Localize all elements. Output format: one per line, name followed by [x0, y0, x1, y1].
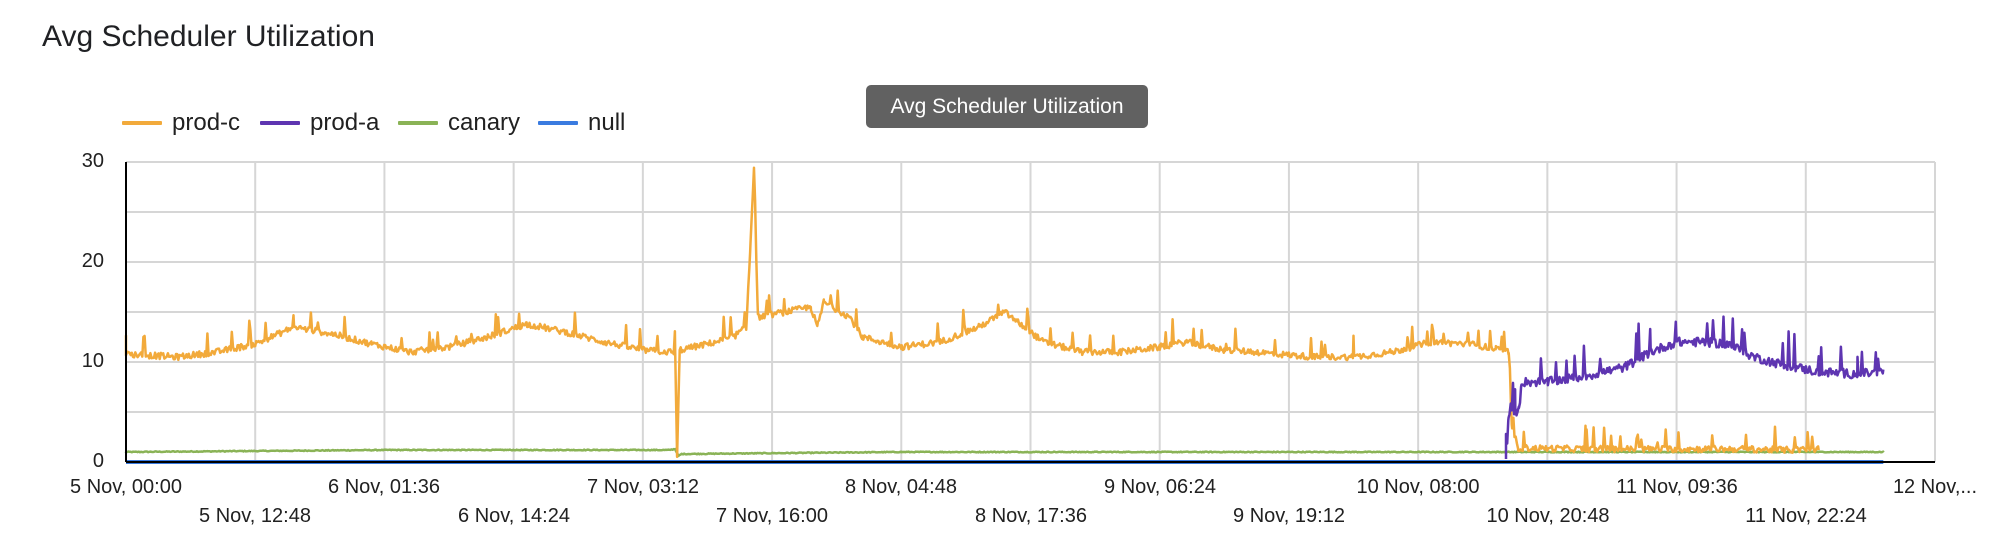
legend-swatch-prod-a: [260, 121, 300, 125]
x-tick: 9 Nov, 19:12: [1233, 505, 1345, 527]
x-tick: 6 Nov, 14:24: [458, 505, 570, 527]
x-tick: 11 Nov, 22:24: [1745, 505, 1867, 527]
chart-title: Avg Scheduler Utilization: [42, 20, 375, 53]
series-line-prod-a[interactable]: [1504, 315, 1885, 459]
x-tick: 5 Nov, 12:48: [199, 505, 311, 527]
series-line-canary[interactable]: [124, 447, 1885, 458]
x-tick: 8 Nov, 17:36: [975, 505, 1087, 527]
y-tick-30: 30: [81, 150, 104, 172]
x-tick: 11 Nov, 09:36: [1616, 476, 1738, 498]
chart-title-tooltip: Avg Scheduler Utilization: [866, 85, 1148, 128]
series-line-prod-c[interactable]: [124, 166, 1820, 459]
x-tick: 6 Nov, 01:36: [328, 476, 440, 498]
legend-swatch-prod-c: [122, 121, 162, 125]
legend-label: prod-a: [310, 109, 380, 136]
x-tick: 9 Nov, 06:24: [1104, 476, 1216, 498]
y-tick-10: 10: [81, 350, 104, 372]
gridlines: [125, 161, 1936, 463]
legend-item-prod-c[interactable]: prod-c: [122, 108, 240, 138]
legend-item-null[interactable]: null: [538, 108, 625, 138]
legend-item-prod-a[interactable]: prod-a: [260, 108, 379, 138]
x-tick: 7 Nov, 16:00: [716, 505, 828, 527]
y-tick-0: 0: [92, 450, 104, 472]
x-tick: 5 Nov, 00:00: [70, 476, 182, 498]
y-tick-20: 20: [81, 250, 104, 272]
legend-swatch-canary: [398, 121, 438, 125]
x-tick: 10 Nov, 20:48: [1486, 505, 1610, 527]
legend-label: null: [588, 109, 626, 136]
legend-item-canary[interactable]: canary: [398, 108, 520, 138]
legend-label: canary: [448, 109, 521, 136]
x-tick: 8 Nov, 04:48: [845, 476, 957, 498]
legend-label: prod-c: [172, 109, 241, 136]
x-tick: 7 Nov, 03:12: [587, 476, 699, 498]
x-tick: 12 Nov,...: [1892, 476, 1978, 498]
legend-swatch-null: [538, 121, 578, 125]
x-tick: 10 Nov, 08:00: [1356, 476, 1480, 498]
